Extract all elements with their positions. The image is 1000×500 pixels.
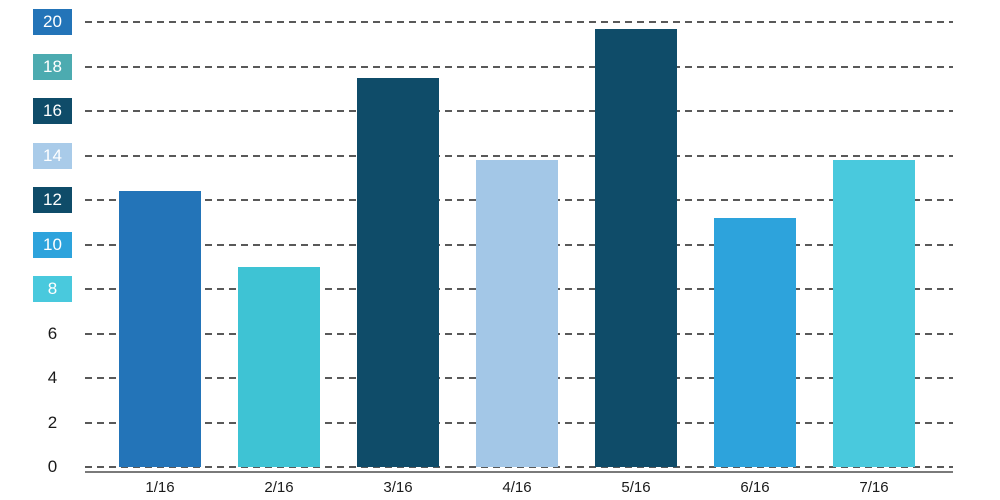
bar-1-16 [119,191,201,467]
y-tick-chip-10: 10 [33,231,72,258]
gridline-14 [85,154,953,157]
x-tick-label-4-16: 4/16 [502,479,532,496]
x-tick-label-1-16: 1/16 [145,479,175,496]
x-tick-label-2-16: 2/16 [264,479,294,496]
y-tick-label-4: 4 [47,368,58,387]
y-tick-chip-8: 8 [33,276,72,302]
y-tick-label-6: 6 [47,323,58,343]
y-tick-chip-12: 12 [33,187,72,213]
gridline-20 [85,21,953,23]
bar-2-16 [238,266,320,467]
gridline-16 [85,110,953,112]
bar-6-16 [714,217,796,467]
x-tick-label-7-16: 7/16 [859,479,889,496]
y-tick-label-0: 0 [47,457,58,476]
x-tick-label-3-16: 3/16 [383,479,413,496]
x-axis-line [85,471,953,473]
y-tick-chip-16: 16 [33,98,72,124]
y-tick-label-2: 2 [47,412,58,432]
x-tick-label-6-16: 6/16 [740,479,770,496]
gridline-18 [85,65,953,68]
y-tick-chip-18: 18 [33,53,72,80]
bar-5-16 [595,28,677,467]
y-tick-chip-14: 14 [33,142,72,169]
bar-4-16 [476,159,558,467]
y-tick-chip-20: 20 [33,9,72,35]
x-tick-label-5-16: 5/16 [621,479,651,496]
bar-3-16 [357,77,439,467]
bar-7-16 [833,159,915,467]
gridline-0 [85,466,953,468]
